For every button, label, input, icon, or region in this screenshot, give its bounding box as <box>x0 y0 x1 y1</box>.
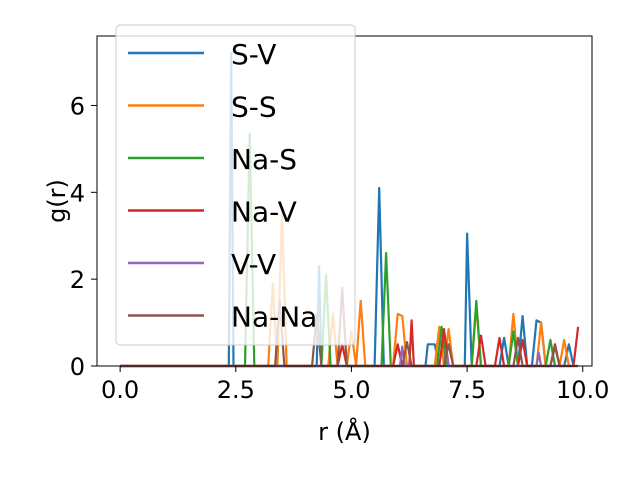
x-tick-label: 7.5 <box>448 376 486 404</box>
y-axis-label: g(r) <box>43 179 71 223</box>
legend-label: Na-Na <box>231 301 317 334</box>
y-tick-label: 0 <box>70 353 85 381</box>
x-tick-label: 0.0 <box>101 376 139 404</box>
legend-label: Na-S <box>231 143 297 176</box>
y-tick-label: 4 <box>70 179 85 207</box>
legend-box <box>115 24 356 346</box>
legend-label: V-V <box>231 248 276 281</box>
x-tick-label: 5.0 <box>332 376 370 404</box>
x-axis-label: r (Å) <box>318 417 371 446</box>
y-axis-ticks: 0 2 4 6 <box>70 92 97 381</box>
legend-label: S-V <box>231 38 276 71</box>
legend-label: S-S <box>231 91 277 124</box>
x-tick-label: 10.0 <box>556 376 609 404</box>
x-tick-label: 2.5 <box>217 376 255 404</box>
legend: S-V S-S Na-S Na-V V-V Na-Na <box>115 24 356 346</box>
x-axis-ticks: 0.0 2.5 5.0 7.5 10.0 <box>101 366 609 404</box>
y-tick-label: 2 <box>70 266 85 294</box>
y-tick-label: 6 <box>70 92 85 120</box>
legend-label: Na-V <box>231 196 297 229</box>
